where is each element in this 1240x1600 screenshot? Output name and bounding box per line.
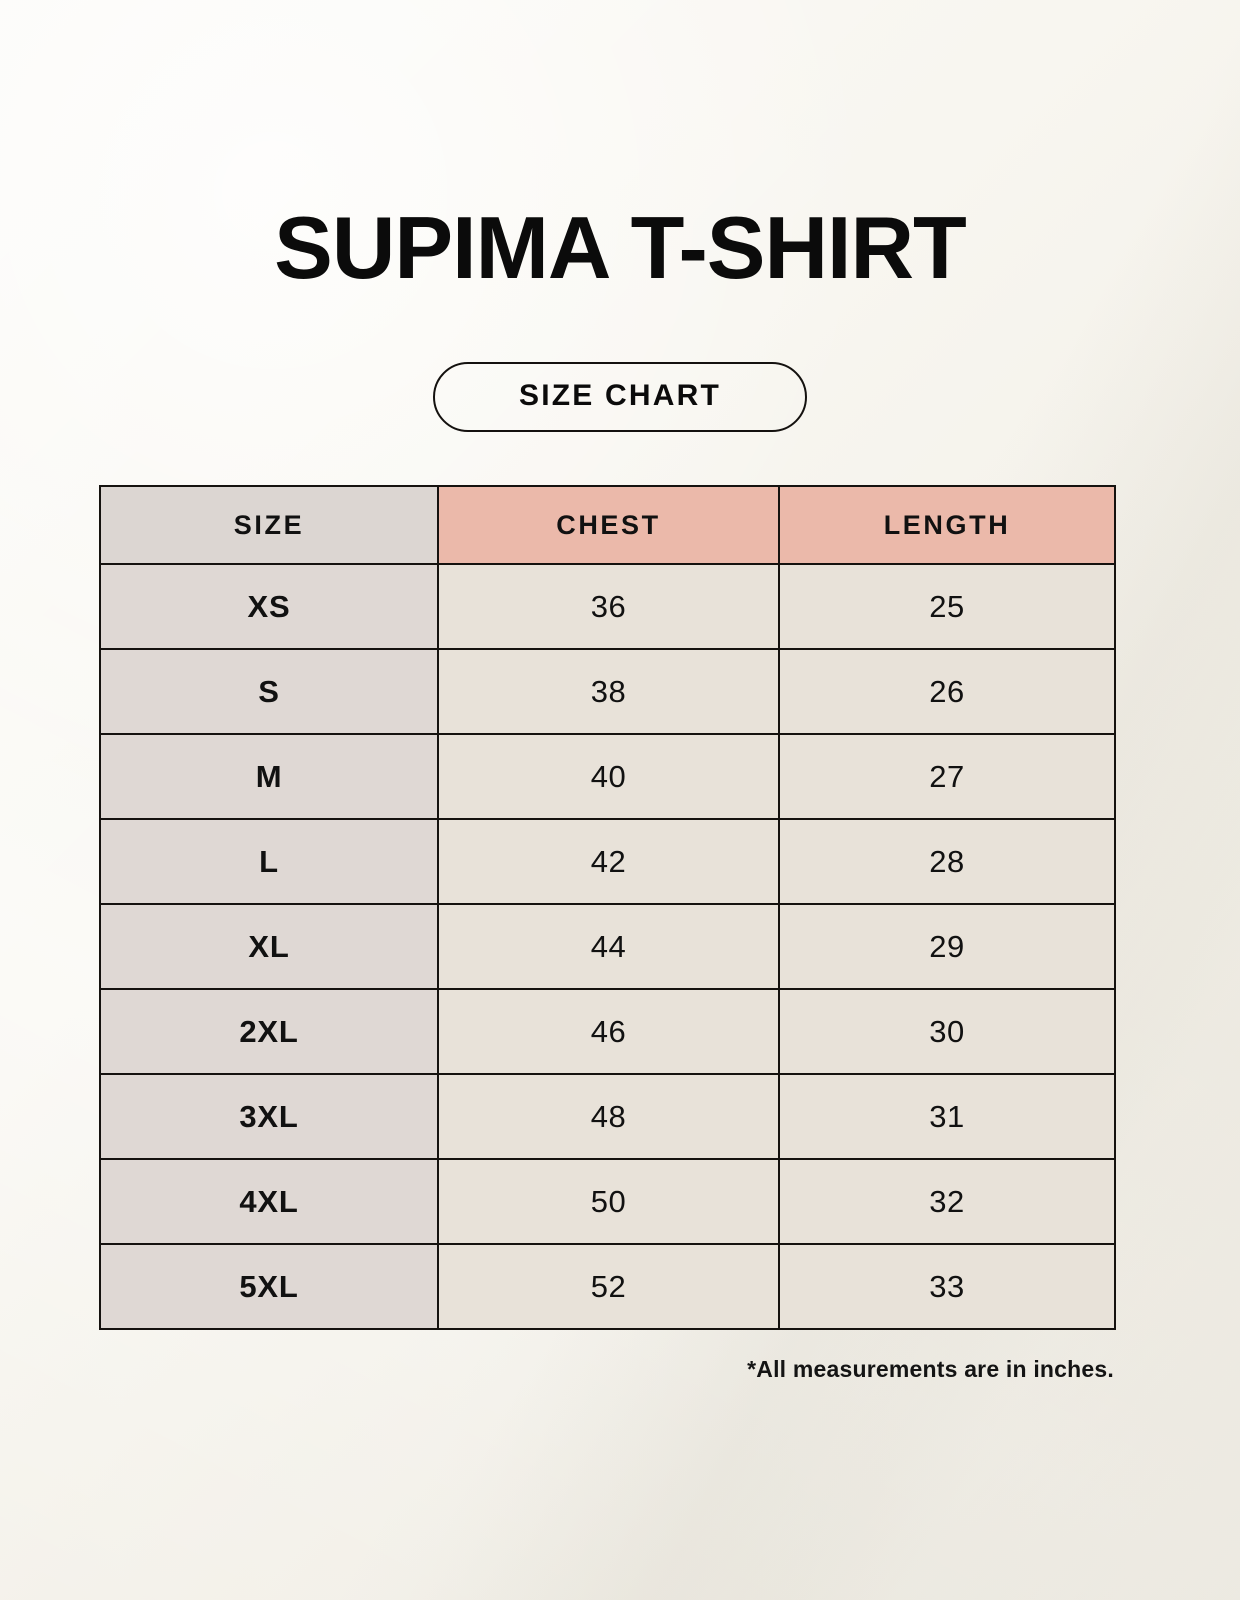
table-header-row: SIZE CHEST LENGTH — [99, 485, 1116, 565]
table-row: M 40 27 — [99, 733, 1116, 820]
measurement-units-footnote: *All measurements are in inches. — [747, 1356, 1114, 1382]
cell-chest: 36 — [437, 563, 780, 650]
cell-size: XL — [99, 903, 439, 990]
cell-chest: 44 — [437, 903, 780, 990]
cell-length: 27 — [778, 733, 1116, 820]
cell-size: 4XL — [99, 1158, 439, 1245]
cell-chest: 42 — [437, 818, 780, 905]
table-row: 3XL 48 31 — [99, 1073, 1116, 1160]
table-row: 2XL 46 30 — [99, 988, 1116, 1075]
table-body: XS 36 25 S 38 26 M 40 27 L 42 28 — [99, 563, 1116, 1330]
cell-size: 5XL — [99, 1243, 439, 1330]
size-chart-table: SIZE CHEST LENGTH XS 36 25 S 38 26 M — [99, 485, 1116, 1330]
cell-chest: 38 — [437, 648, 780, 735]
column-header-size: SIZE — [99, 485, 439, 565]
cell-size: 3XL — [99, 1073, 439, 1160]
cell-chest: 46 — [437, 988, 780, 1075]
table-row: 5XL 52 33 — [99, 1243, 1116, 1330]
table-row: 4XL 50 32 — [99, 1158, 1116, 1245]
page-title: SUPIMA T-SHIRT — [274, 198, 967, 297]
cell-length: 32 — [778, 1158, 1116, 1245]
cell-chest: 40 — [437, 733, 780, 820]
column-header-chest: CHEST — [437, 485, 780, 565]
cell-size: M — [99, 733, 439, 820]
size-chart-badge: SIZE CHART — [433, 362, 807, 432]
cell-length: 25 — [778, 563, 1116, 650]
cell-size: S — [99, 648, 439, 735]
cell-length: 31 — [778, 1073, 1116, 1160]
cell-size: L — [99, 818, 439, 905]
cell-size: XS — [99, 563, 439, 650]
cell-length: 28 — [778, 818, 1116, 905]
cell-length: 26 — [778, 648, 1116, 735]
column-header-length: LENGTH — [778, 485, 1116, 565]
cell-length: 33 — [778, 1243, 1116, 1330]
table-header: SIZE CHEST LENGTH — [99, 485, 1116, 565]
cell-length: 29 — [778, 903, 1116, 990]
cell-chest: 50 — [437, 1158, 780, 1245]
size-table-container: SIZE CHEST LENGTH XS 36 25 S 38 26 M — [99, 485, 1116, 1330]
cell-size: 2XL — [99, 988, 439, 1075]
cell-chest: 48 — [437, 1073, 780, 1160]
badge-container: SIZE CHART — [0, 362, 1240, 432]
cell-length: 30 — [778, 988, 1116, 1075]
table-row: L 42 28 — [99, 818, 1116, 905]
table-row: S 38 26 — [99, 648, 1116, 735]
table-row: XS 36 25 — [99, 563, 1116, 650]
table-row: XL 44 29 — [99, 903, 1116, 990]
cell-chest: 52 — [437, 1243, 780, 1330]
